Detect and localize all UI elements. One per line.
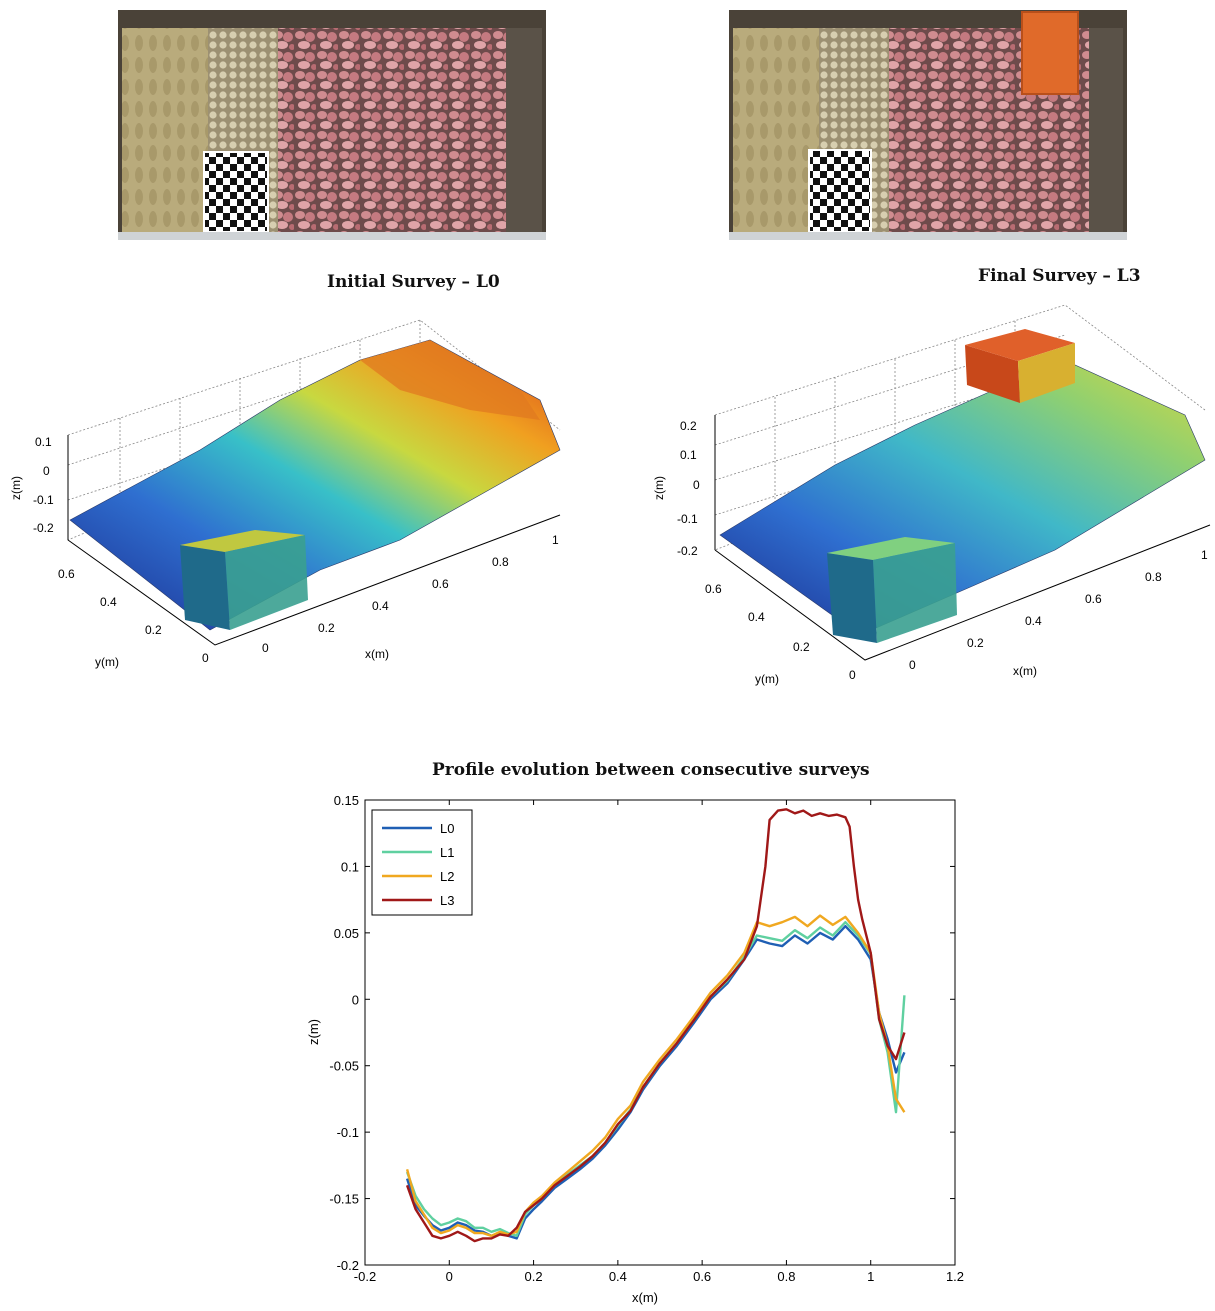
- x-tick-label: 0.2: [525, 1269, 543, 1284]
- series-line-L2: [405, 914, 906, 1238]
- xf-tick-4: 0.8: [1145, 570, 1162, 584]
- x-tick-label: 0.8: [777, 1269, 795, 1284]
- zi-tick-2: -0.1: [33, 493, 54, 507]
- initial-survey-title: Initial Survey – L0: [327, 272, 500, 292]
- surface-plot-initial: 0.1 0 -0.1 -0.2 z(m) 0.6 0.4 0.2 0 y(m) …: [9, 319, 561, 669]
- xf-tick-3: 0.6: [1085, 592, 1102, 606]
- y-tick-label: 0.1: [341, 859, 359, 874]
- y-tick-label: 0.15: [334, 793, 359, 808]
- yf-tick-0: 0.6: [705, 582, 722, 596]
- zi-axis-label: z(m): [9, 476, 23, 500]
- zi-tick-0: 0.1: [35, 435, 52, 449]
- x-axis-label: x(m): [632, 1290, 658, 1305]
- x-tick-label: -0.2: [354, 1269, 376, 1284]
- zi-tick-1: 0: [43, 464, 50, 478]
- legend-label-L2: L2: [440, 869, 454, 884]
- xi-tick-2: 0.4: [372, 599, 389, 613]
- yi-tick-1: 0.4: [100, 595, 117, 609]
- yi-tick-3: 0: [202, 651, 209, 665]
- x-tick-label: 1.2: [946, 1269, 964, 1284]
- y-tick-label: -0.15: [329, 1192, 359, 1207]
- y-tick-label: 0: [352, 992, 359, 1007]
- xi-tick-0: 0: [262, 641, 269, 655]
- y-tick-label: -0.1: [337, 1125, 359, 1140]
- zf-tick-0: 0.2: [680, 419, 697, 433]
- xi-tick-5: 1: [552, 533, 559, 547]
- final-survey-title: Final Survey – L3: [978, 266, 1141, 286]
- legend-label-L0: L0: [440, 821, 454, 836]
- yi-tick-2: 0.2: [145, 623, 162, 637]
- y-tick-label: -0.05: [329, 1059, 359, 1074]
- yf-tick-2: 0.2: [793, 640, 810, 654]
- zf-axis-label: z(m): [652, 476, 666, 500]
- legend-label-L1: L1: [440, 845, 454, 860]
- y-tick-label: 0.05: [334, 926, 359, 941]
- xf-axis-label: x(m): [1013, 664, 1037, 678]
- xi-tick-3: 0.6: [432, 577, 449, 591]
- surface-plot-final: 0.2 0.1 0 -0.1 -0.2 z(m) 0.6 0.4 0.2 0 y…: [652, 304, 1211, 686]
- xi-tick-1: 0.2: [318, 621, 335, 635]
- zf-tick-3: -0.1: [677, 512, 698, 526]
- profile-chart-title: Profile evolution between consecutive su…: [432, 760, 870, 780]
- zf-tick-2: 0: [693, 478, 700, 492]
- zf-tick-1: 0.1: [680, 448, 697, 462]
- series-line-L0: [405, 925, 906, 1240]
- series-line-L3: [405, 808, 906, 1243]
- flume-photo-final: [729, 10, 1127, 240]
- xf-tick-1: 0.2: [967, 636, 984, 650]
- yf-tick-3: 0: [849, 668, 856, 682]
- x-tick-label: 0.6: [693, 1269, 711, 1284]
- yi-axis-label: y(m): [95, 655, 119, 669]
- xf-tick-0: 0: [909, 658, 916, 672]
- flume-photo-initial: [118, 10, 546, 240]
- legend-label-L3: L3: [440, 893, 454, 908]
- yi-tick-0: 0.6: [58, 567, 75, 581]
- y-axis-label: z(m): [306, 1019, 321, 1045]
- x-tick-label: 0.4: [609, 1269, 627, 1284]
- zf-tick-4: -0.2: [677, 544, 698, 558]
- xi-tick-4: 0.8: [492, 555, 509, 569]
- xf-tick-2: 0.4: [1025, 614, 1042, 628]
- zi-tick-3: -0.2: [33, 521, 54, 535]
- yf-axis-label: y(m): [755, 672, 779, 686]
- x-tick-label: 1: [867, 1269, 874, 1284]
- xi-axis-label: x(m): [365, 647, 389, 661]
- y-tick-label: -0.2: [337, 1258, 359, 1273]
- xf-tick-5: 1: [1201, 548, 1208, 562]
- x-tick-label: 0: [446, 1269, 453, 1284]
- yf-tick-1: 0.4: [748, 610, 765, 624]
